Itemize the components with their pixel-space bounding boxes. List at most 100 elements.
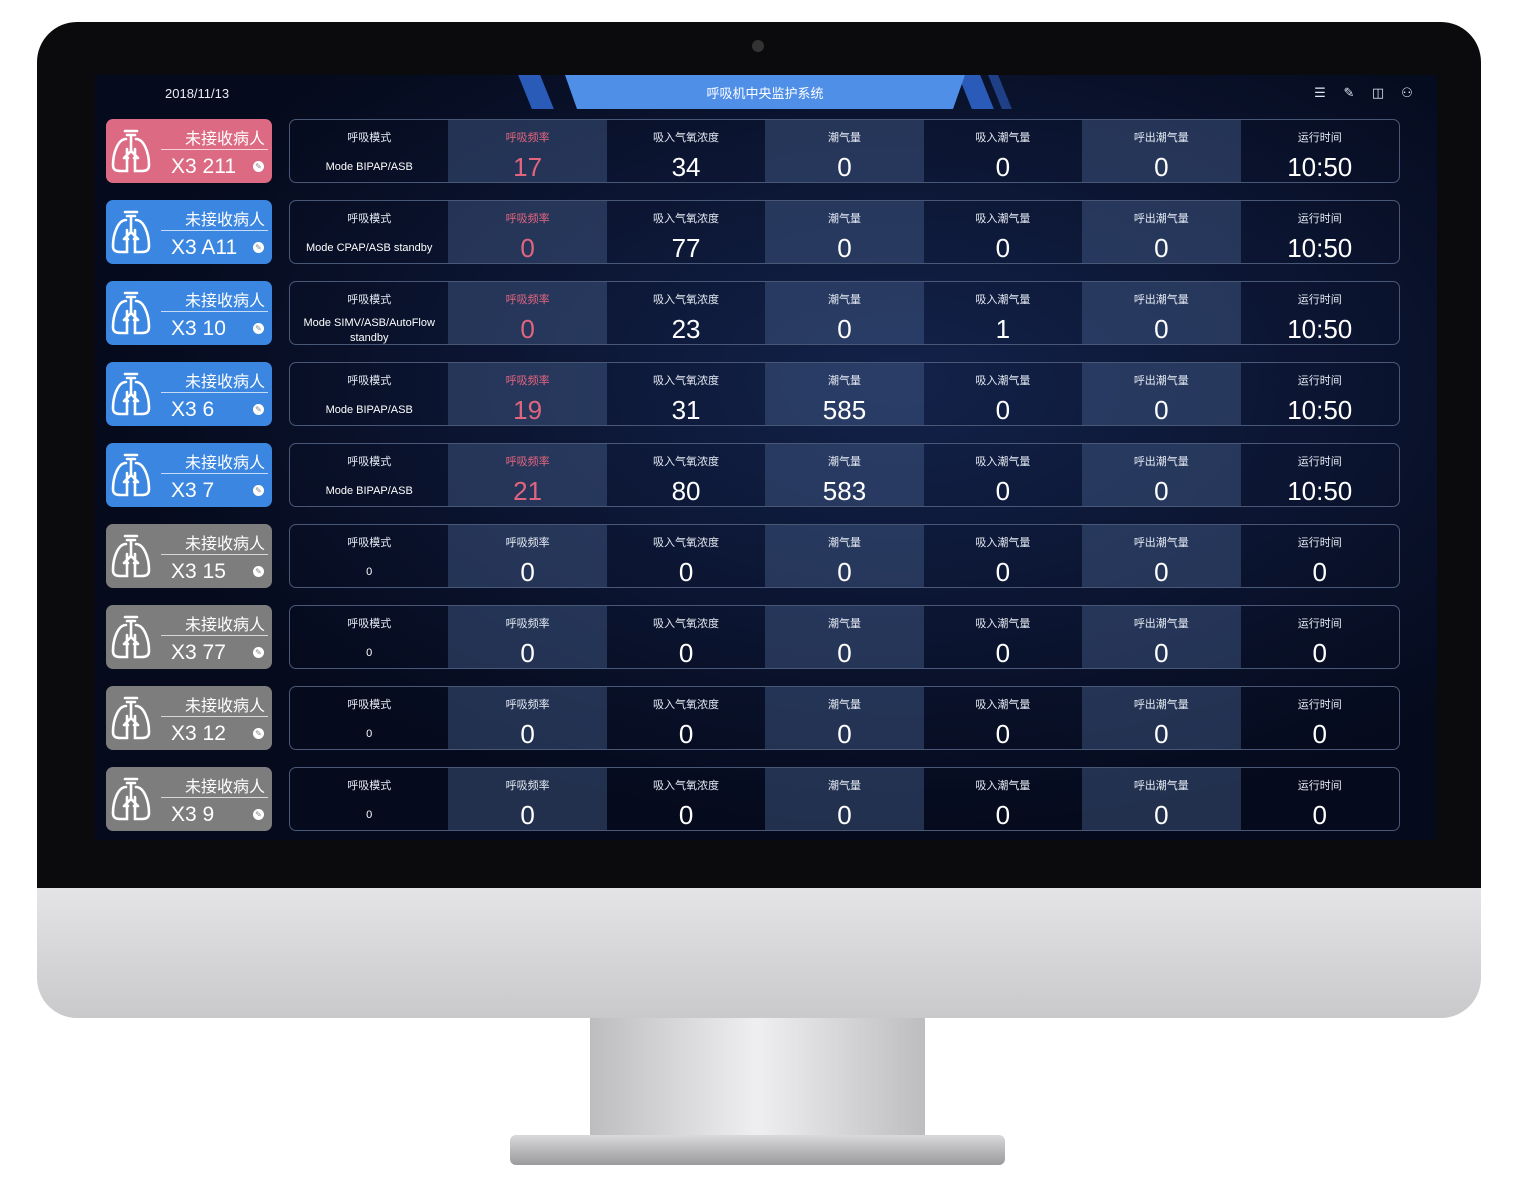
label-mode: 呼吸模式 — [347, 375, 392, 387]
label-insp: 吸入潮气量 — [975, 213, 1031, 225]
cell-tidal: 潮气量 583 — [765, 444, 924, 506]
label-exp: 呼出潮气量 — [1133, 618, 1189, 630]
ventilator-data-row[interactable]: 呼吸模式 0 呼吸频率 0 吸入气氧浓度 0 潮气量 0 吸入潮气量 0 呼出潮气量 0 运… — [289, 524, 1400, 588]
user-icon[interactable]: ⚇ — [1401, 85, 1413, 100]
ventilator-data-row[interactable]: 呼吸模式 0 呼吸频率 0 吸入气氧浓度 0 潮气量 0 吸入潮气量 0 呼出潮气量 0 运… — [289, 686, 1400, 750]
cell-freq: 呼吸频率 0 — [448, 687, 607, 749]
edit-icon[interactable]: ✎ — [253, 485, 264, 496]
label-insp: 吸入潮气量 — [975, 294, 1031, 306]
mode-value: 0 — [366, 647, 373, 659]
cell-freq: 呼吸频率 0 — [448, 525, 607, 587]
cell-freq: 呼吸频率 0 — [448, 768, 607, 830]
bed-number: X3 7 — [171, 479, 215, 502]
label-mode: 呼吸模式 — [347, 456, 392, 468]
ventilator-data-row[interactable]: 呼吸模式 Mode BIPAP/ASB 呼吸频率 19 吸入气氧浓度 31 潮气量 58… — [289, 362, 1400, 426]
insp-value: 0 — [995, 800, 1011, 830]
edit-icon[interactable]: ✎ — [1343, 85, 1355, 100]
layout-icon[interactable]: ◫ — [1371, 85, 1385, 100]
ventilator-data-row[interactable]: 呼吸模式 Mode CPAP/ASB standby 呼吸频率 0 吸入气氧浓度 77… — [289, 200, 1400, 264]
cell-mode: 呼吸模式 0 — [290, 687, 448, 749]
freq-value: 0 — [520, 557, 535, 587]
cell-exp: 呼出潮气量 0 — [1082, 444, 1241, 506]
cell-o2: 吸入气氧浓度 34 — [607, 120, 765, 182]
mode-value: Mode CPAP/ASB standby — [306, 242, 433, 254]
cell-exp: 呼出潮气量 0 — [1082, 768, 1241, 830]
edit-icon[interactable]: ✎ — [253, 404, 264, 415]
list-icon[interactable]: ☰ — [1314, 85, 1326, 100]
freq-value: 21 — [513, 476, 543, 506]
cell-insp: 吸入潮气量 0 — [924, 606, 1082, 668]
patient-card[interactable]: 未接收病人 X3 15 ✎ — [106, 524, 272, 588]
cell-freq: 呼吸频率 21 — [448, 444, 607, 506]
runtime-value: 10:50 — [1287, 314, 1353, 344]
patient-status: 未接收病人 — [184, 617, 265, 634]
title-bar: 呼吸机中央监护系统 — [505, 75, 1025, 111]
edit-icon[interactable]: ✎ — [253, 728, 264, 739]
runtime-value: 10:50 — [1287, 395, 1353, 425]
cell-runtime: 运行时间 10:50 — [1241, 120, 1399, 182]
label-runtime: 运行时间 — [1297, 537, 1342, 549]
camera — [752, 40, 764, 52]
label-runtime: 运行时间 — [1297, 780, 1342, 792]
patient-card[interactable]: 未接收病人 X3 7 ✎ — [106, 443, 272, 507]
exp-value: 0 — [1154, 800, 1169, 830]
edit-icon[interactable]: ✎ — [253, 566, 264, 577]
runtime-value: 0 — [1312, 719, 1327, 749]
exp-value: 0 — [1154, 314, 1169, 344]
label-exp: 呼出潮气量 — [1133, 537, 1189, 549]
ventilator-data-row[interactable]: 呼吸模式 0 呼吸频率 0 吸入气氧浓度 0 潮气量 0 吸入潮气量 0 呼出潮气量 0 运… — [289, 605, 1400, 669]
patient-card[interactable]: 未接收病人 X3 9 ✎ — [106, 767, 272, 831]
lungs-icon — [110, 289, 152, 337]
o2-value: 0 — [678, 719, 694, 749]
runtime-value: 10:50 — [1287, 233, 1353, 263]
patient-card[interactable]: 未接收病人 X3 77 ✎ — [106, 605, 272, 669]
edit-icon[interactable]: ✎ — [253, 647, 264, 658]
label-runtime: 运行时间 — [1297, 699, 1342, 711]
cell-mode: 呼吸模式 0 — [290, 525, 448, 587]
o2-value: 34 — [671, 152, 701, 182]
bed-number: X3 6 — [171, 398, 215, 421]
ventilator-data-row[interactable]: 呼吸模式 Mode BIPAP/ASB 呼吸频率 21 吸入气氧浓度 80 潮气量 58… — [289, 443, 1400, 507]
patient-status: 未接收病人 — [184, 212, 265, 229]
insp-value: 0 — [995, 233, 1011, 263]
ventilator-data-row[interactable]: 呼吸模式 Mode SIMV/ASB/AutoFlow standby 呼吸频率 0… — [289, 281, 1400, 345]
divider — [161, 716, 268, 717]
cell-insp: 吸入潮气量 0 — [924, 687, 1082, 749]
title-decoration — [518, 75, 554, 109]
ventilator-data-row[interactable]: 呼吸模式 Mode BIPAP/ASB 呼吸频率 17 吸入气氧浓度 34 潮气量 0 … — [289, 119, 1400, 183]
tidal-value: 0 — [837, 233, 852, 263]
patient-card[interactable]: 未接收病人 X3 10 ✎ — [106, 281, 272, 345]
freq-value: 0 — [520, 800, 535, 830]
cell-o2: 吸入气氧浓度 77 — [607, 201, 765, 263]
edit-icon[interactable]: ✎ — [253, 242, 264, 253]
label-tidal: 潮气量 — [827, 537, 861, 549]
label-mode: 呼吸模式 — [347, 699, 392, 711]
label-freq: 呼吸频率 — [505, 780, 550, 792]
patient-card[interactable]: 未接收病人 X3 A11 ✎ — [106, 200, 272, 264]
edit-icon[interactable]: ✎ — [253, 323, 264, 334]
cell-o2: 吸入气氧浓度 0 — [607, 768, 765, 830]
label-o2: 吸入气氧浓度 — [653, 294, 720, 306]
edit-icon[interactable]: ✎ — [253, 161, 264, 172]
edit-icon[interactable]: ✎ — [253, 809, 264, 820]
label-o2: 吸入气氧浓度 — [653, 456, 720, 468]
cell-exp: 呼出潮气量 0 — [1082, 525, 1241, 587]
o2-value: 77 — [671, 233, 701, 263]
label-insp: 吸入潮气量 — [975, 780, 1031, 792]
exp-value: 0 — [1154, 719, 1169, 749]
patient-card[interactable]: 未接收病人 X3 211 ✎ — [106, 119, 272, 183]
ventilator-data-row[interactable]: 呼吸模式 0 呼吸频率 0 吸入气氧浓度 0 潮气量 0 吸入潮气量 0 呼出潮气量 0 运… — [289, 767, 1400, 831]
patient-card[interactable]: 未接收病人 X3 6 ✎ — [106, 362, 272, 426]
cell-runtime: 运行时间 10:50 — [1241, 201, 1399, 263]
patient-status: 未接收病人 — [184, 374, 265, 391]
label-o2: 吸入气氧浓度 — [653, 618, 720, 630]
cell-o2: 吸入气氧浓度 0 — [607, 525, 765, 587]
cell-mode: 呼吸模式 0 — [290, 768, 448, 830]
label-runtime: 运行时间 — [1297, 294, 1342, 306]
freq-value: 0 — [520, 638, 535, 668]
label-freq: 呼吸频率 — [505, 213, 550, 225]
tidal-value: 0 — [837, 800, 852, 830]
patient-card[interactable]: 未接收病人 X3 12 ✎ — [106, 686, 272, 750]
cell-tidal: 潮气量 0 — [765, 120, 924, 182]
cell-exp: 呼出潮气量 0 — [1082, 606, 1241, 668]
